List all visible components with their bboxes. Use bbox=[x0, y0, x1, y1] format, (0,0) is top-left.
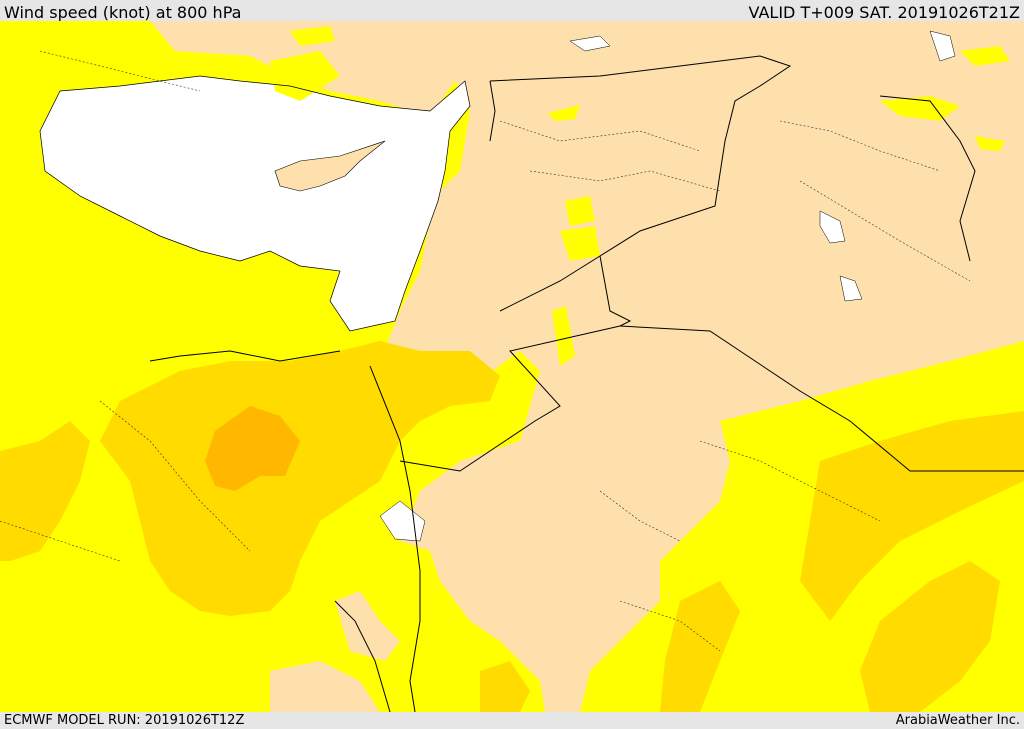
map-canvas bbox=[0, 21, 1024, 712]
map-title: Wind speed (knot) at 800 hPa bbox=[4, 3, 242, 22]
lake-1 bbox=[819, 210, 846, 244]
model-run-label: ECMWF MODEL RUN: 20191026T12Z bbox=[4, 713, 245, 728]
lake-4 bbox=[929, 30, 956, 62]
wind-patch-north-3 bbox=[975, 136, 1005, 151]
map-footer: ECMWF MODEL RUN: 20191026T12Z ArabiaWeat… bbox=[0, 712, 1024, 729]
lake-3 bbox=[379, 500, 426, 542]
coastline bbox=[39, 75, 471, 332]
wind-patch-turkey-2 bbox=[290, 26, 335, 46]
admin-boundaries bbox=[0, 50, 971, 652]
wind-band-gold-southeast-2 bbox=[660, 581, 740, 712]
calm-patch-sinai bbox=[335, 591, 400, 661]
valid-time: VALID T+009 SAT. 20191026T21Z bbox=[748, 3, 1020, 22]
wind-band-gold-nile bbox=[285, 431, 345, 501]
wind-patch-syria-3 bbox=[548, 105, 580, 121]
wind-map bbox=[0, 21, 1024, 712]
calm-sea-area bbox=[40, 76, 470, 331]
map-header: Wind speed (knot) at 800 hPa VALID T+009… bbox=[0, 0, 1024, 22]
lake-5 bbox=[569, 35, 611, 52]
wind-band-orange-core bbox=[205, 406, 310, 491]
wind-band-gold-west bbox=[0, 421, 90, 561]
wind-patch-turkey-1 bbox=[270, 51, 340, 101]
wind-band-gold-south bbox=[480, 661, 530, 712]
cyprus-island bbox=[274, 140, 386, 192]
wind-patch-jordan bbox=[552, 306, 575, 366]
calm-patch-egypt-south bbox=[270, 661, 380, 712]
wind-patch-syria-1 bbox=[565, 196, 595, 226]
wind-band-gold-southeast-1 bbox=[800, 411, 1024, 621]
credit-label: ArabiaWeather Inc. bbox=[895, 713, 1020, 728]
wind-band-gold-southeast-3 bbox=[860, 561, 1000, 712]
wind-patch-north-2 bbox=[960, 46, 1010, 66]
wind-patch-syria-2 bbox=[560, 226, 600, 261]
country-borders bbox=[149, 55, 1024, 712]
lake-2 bbox=[839, 275, 863, 302]
